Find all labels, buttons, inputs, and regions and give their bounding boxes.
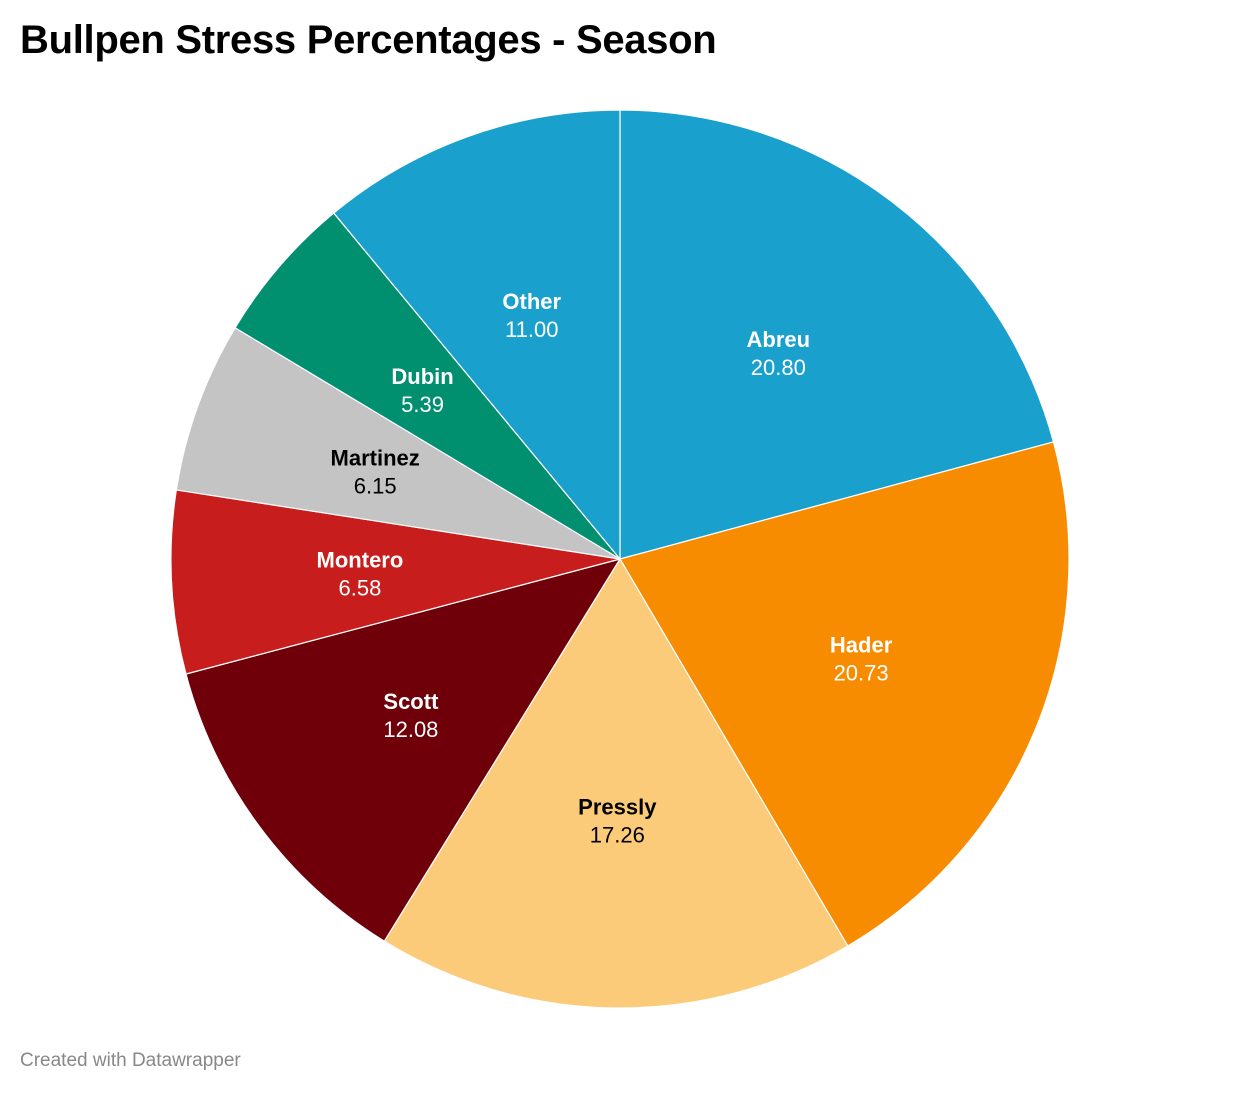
slice-label-scott: Scott bbox=[383, 689, 439, 714]
slice-label-martinez: Martinez bbox=[331, 445, 420, 470]
slice-value-pressly: 17.26 bbox=[590, 822, 645, 847]
slice-value-dubin: 5.39 bbox=[401, 392, 444, 417]
slice-label-montero: Montero bbox=[317, 548, 404, 573]
slice-label-hader: Hader bbox=[830, 632, 893, 657]
pie-slice-martinez bbox=[175, 327, 621, 560]
chart-title: Bullpen Stress Percentages - Season bbox=[20, 18, 717, 62]
pie-slice-hader bbox=[619, 441, 1070, 947]
pie-slice-pressly bbox=[383, 558, 849, 1009]
pie-labels: Abreu 20.80 Hader 20.73 Pressly 17.26 Scott 12.… bbox=[317, 289, 893, 847]
slice-value-hader: 20.73 bbox=[834, 660, 889, 685]
pie-slice-montero bbox=[170, 489, 621, 675]
pie-slice-abreu bbox=[619, 109, 1055, 560]
pie-slice-scott bbox=[185, 558, 621, 942]
slice-value-montero: 6.58 bbox=[339, 576, 382, 601]
slice-label-abreu: Abreu bbox=[747, 327, 811, 352]
slice-label-other: Other bbox=[502, 289, 561, 314]
slice-label-dubin: Dubin bbox=[391, 364, 453, 389]
pie-slice-dubin bbox=[234, 212, 621, 560]
slice-label-pressly: Pressly bbox=[578, 794, 657, 819]
slice-value-martinez: 6.15 bbox=[354, 473, 397, 498]
slice-value-scott: 12.08 bbox=[383, 717, 438, 742]
datawrapper-credit: Created with Datawrapper bbox=[20, 1050, 241, 1071]
pie-slices bbox=[170, 109, 1070, 1009]
slice-value-other: 11.00 bbox=[505, 317, 558, 342]
pie-slice-other bbox=[333, 109, 621, 560]
slice-value-abreu: 20.80 bbox=[751, 355, 806, 380]
